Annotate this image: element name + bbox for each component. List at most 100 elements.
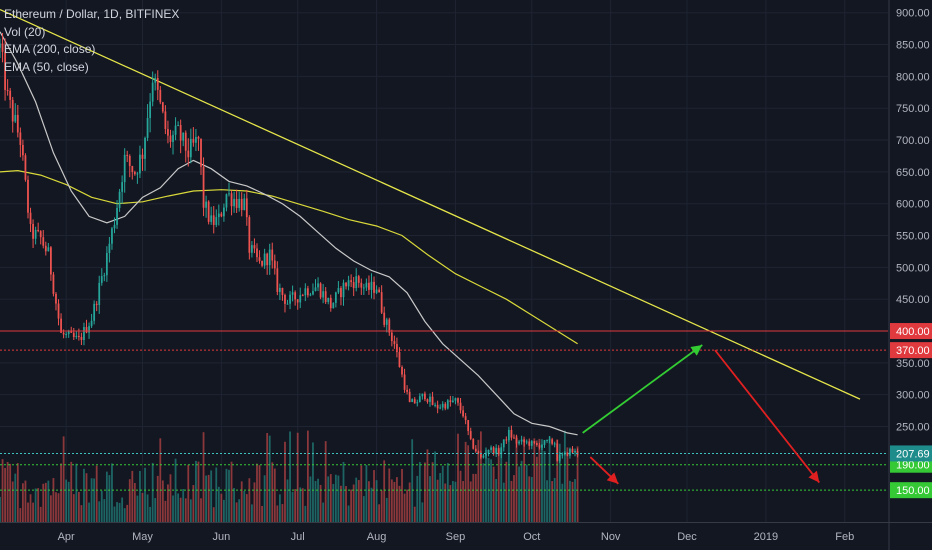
candle — [207, 200, 210, 225]
candle — [574, 448, 576, 457]
volume-bar — [482, 463, 485, 522]
candle-body — [304, 288, 307, 296]
candle — [319, 282, 322, 300]
candle-body — [464, 416, 467, 421]
candle — [507, 426, 510, 443]
candle-body — [207, 201, 210, 222]
candle — [457, 397, 459, 406]
candle-body — [345, 282, 347, 287]
candle — [487, 449, 490, 457]
candle-body — [324, 291, 327, 302]
candle-body — [289, 294, 291, 304]
y-tick-label: 650.00 — [896, 167, 930, 179]
candle-body — [11, 99, 14, 122]
volume-bar — [161, 480, 164, 522]
bear-arrow-1 — [714, 349, 821, 484]
volume-bar — [449, 485, 452, 522]
volume-bar — [502, 482, 505, 522]
candle-body — [569, 448, 571, 456]
candle — [70, 326, 73, 333]
volume-bar — [177, 493, 179, 522]
candle — [378, 287, 381, 293]
candle-body — [240, 198, 243, 210]
volume-bar — [281, 504, 284, 522]
indicator-ema200-label: EMA (200, close) — [4, 42, 96, 56]
candle-body — [174, 125, 177, 135]
y-tick-label: 700.00 — [896, 135, 930, 147]
candle-body — [449, 400, 452, 403]
candle — [238, 191, 241, 212]
candle-body — [327, 297, 330, 302]
candle-body — [495, 447, 498, 454]
candle-body — [217, 213, 220, 218]
candle — [396, 337, 398, 358]
candle-body — [385, 319, 388, 325]
candle-body — [57, 303, 60, 319]
bear-arrow-2 — [589, 456, 619, 485]
candle — [126, 150, 129, 163]
candle-body — [251, 245, 253, 253]
candle — [184, 130, 187, 163]
candle — [424, 391, 426, 402]
volume-bar — [19, 508, 22, 522]
ema-50-line — [0, 31, 578, 436]
candle-body — [368, 282, 370, 290]
candle — [83, 322, 85, 346]
candle — [485, 449, 487, 459]
candle-body — [29, 212, 32, 224]
candle-body — [60, 318, 62, 333]
candle-body — [37, 229, 40, 232]
volume-bar — [268, 435, 271, 522]
volume-bar — [16, 463, 19, 522]
candle — [304, 283, 307, 302]
volume-bar — [467, 445, 470, 522]
candle-body — [108, 243, 111, 254]
candle-body — [360, 282, 363, 288]
candle — [558, 451, 561, 463]
volume-bar — [334, 474, 337, 522]
candle — [411, 398, 414, 403]
volume-bar — [383, 460, 386, 522]
candle — [100, 268, 103, 286]
candle-body — [156, 77, 159, 90]
candle-body — [533, 441, 536, 444]
candle-body — [558, 454, 561, 461]
candle — [44, 241, 47, 256]
volume-bar — [492, 466, 495, 522]
volume-bar — [131, 470, 134, 522]
candle-body — [340, 288, 342, 298]
candle — [390, 329, 393, 347]
candle-body — [238, 198, 241, 208]
candle — [105, 246, 108, 282]
volume-bar — [167, 484, 169, 522]
y-tick-label: 550.00 — [896, 231, 930, 243]
price-tag-400-00-box — [890, 323, 932, 340]
candle — [309, 292, 312, 297]
volume-bar — [446, 463, 449, 522]
candle-body — [263, 253, 266, 266]
candle-body — [111, 228, 113, 244]
volume-bar — [126, 504, 129, 522]
candle — [518, 439, 520, 446]
candle-body — [487, 449, 490, 454]
volume-bar — [200, 498, 202, 522]
candle — [14, 103, 17, 124]
candle — [116, 200, 118, 229]
candle-body — [492, 447, 495, 454]
candle-body — [306, 288, 309, 296]
candle-body — [378, 289, 381, 293]
candle — [477, 450, 480, 455]
candle — [177, 121, 179, 127]
candle — [301, 293, 304, 297]
candle-body — [27, 179, 29, 213]
volume-bar — [100, 490, 103, 522]
candle-body — [373, 281, 375, 293]
candle-body — [32, 223, 34, 239]
candle-body — [393, 341, 396, 345]
candle-body — [44, 245, 47, 252]
candle-body — [139, 154, 141, 174]
candle-body — [276, 268, 279, 292]
candle — [520, 435, 523, 445]
volume-bar — [518, 466, 520, 522]
